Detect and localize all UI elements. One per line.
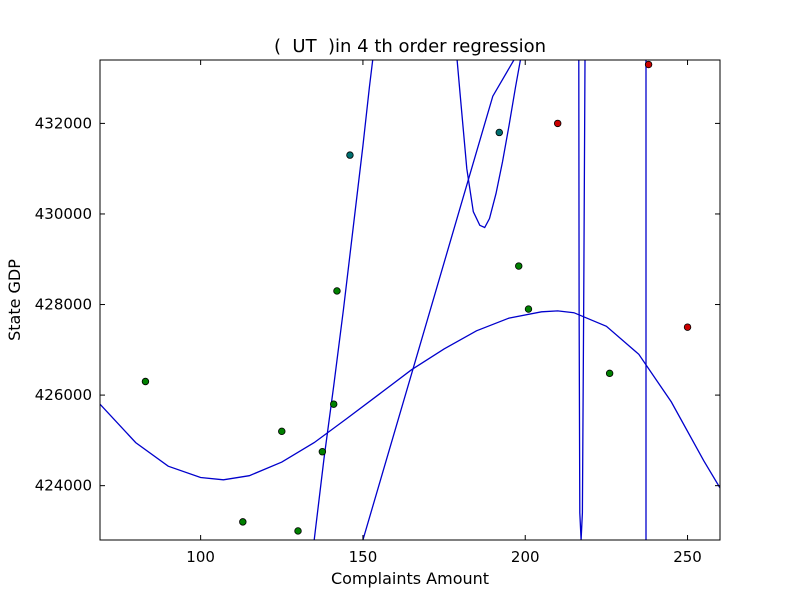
- data-point-green: [141, 377, 150, 386]
- y-tick-label: 428000: [35, 296, 92, 314]
- data-point-green: [294, 527, 302, 535]
- data-point-red: [644, 60, 653, 69]
- y-tick-label: 430000: [35, 205, 92, 223]
- regression-curve-5: [578, 60, 586, 540]
- x-tick-label: 150: [349, 548, 378, 566]
- axis-ticks: 100 150 200 250 424000 426000 428000 430000 4320…: [35, 60, 720, 566]
- data-point-teal: [495, 128, 503, 137]
- data-points: [141, 60, 692, 535]
- data-point-teal: [346, 151, 354, 159]
- chart-title: ( UT )in 4 th order regression: [274, 36, 546, 57]
- data-point-green: [278, 427, 286, 436]
- data-point-green: [330, 400, 338, 408]
- data-point-green: [318, 447, 327, 456]
- y-tick-label: 432000: [35, 114, 92, 132]
- x-axis-label: Complaints Amount: [331, 569, 489, 588]
- regression-curve-1: [100, 310, 720, 489]
- data-point-green: [515, 262, 523, 270]
- data-point-green: [605, 369, 614, 378]
- y-tick-label: 426000: [35, 386, 92, 404]
- x-tick-label: 100: [186, 548, 215, 566]
- regression-curve-2: [313, 60, 374, 540]
- data-point-green: [333, 287, 341, 295]
- regression-curve-3: [362, 60, 515, 540]
- regression-curves: [100, 60, 720, 540]
- regression-curve-4: [456, 60, 522, 229]
- y-tick-label: 424000: [35, 477, 92, 495]
- data-point-red: [553, 119, 562, 128]
- y-axis-label: State GDP: [5, 259, 24, 341]
- x-tick-label: 250: [673, 548, 702, 566]
- data-point-red: [683, 323, 692, 331]
- data-point-green: [239, 518, 247, 526]
- x-tick-label: 200: [511, 548, 540, 566]
- plot-frame: [99, 59, 721, 541]
- data-point-green: [524, 305, 533, 313]
